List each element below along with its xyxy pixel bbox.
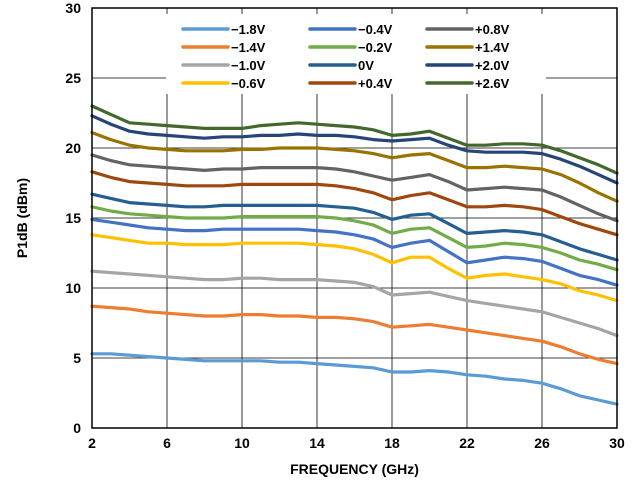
y-tick-label: 20 [65,140,81,156]
legend-label: +1.4V [475,40,510,55]
series-line [90,352,619,406]
legend-background [166,14,546,94]
x-tick-label: 22 [459,435,475,451]
x-tick-labels: 2 6 10 14 18 22 26 30 [88,435,625,451]
legend-label: 0V [358,58,374,73]
series-line [90,217,619,287]
plot-border [91,7,618,429]
legend-label: +0.8V [475,22,510,37]
series-line [90,304,619,366]
legend-label: −0.6V [231,76,266,91]
legend-label: +2.6V [475,76,510,91]
legend-label: −1.8V [231,22,266,37]
legend-label: +2.0V [475,58,510,73]
legend-label: +0.4V [358,76,393,91]
y-tick-label: 30 [65,0,81,16]
series-line [90,233,619,303]
x-tick-label: 14 [309,435,325,451]
x-axis-title: FREQUENCY (GHz) [290,461,419,477]
legend: −1.8V −1.4V −1.0V −0.6V −0.4V −0.2V 0V +0.4V +0.… [166,14,546,94]
legend-label: −1.0V [231,58,266,73]
x-tick-label: 30 [609,435,625,451]
y-tick-label: 0 [73,420,81,436]
x-tick-label: 10 [234,435,250,451]
series-line [90,192,619,262]
y-tick-label: 10 [65,280,81,296]
series-line [90,153,619,223]
series-line [90,104,619,175]
y-axis-title: P1dB (dBm) [14,178,30,258]
x-tick-label: 26 [534,435,550,451]
series-line [90,114,619,185]
x-tick-label: 6 [163,435,171,451]
y-tick-label: 5 [73,350,81,366]
series-line [90,205,619,272]
legend-label: −0.2V [358,40,393,55]
series-line [90,131,619,203]
y-tick-label: 15 [65,210,81,226]
y-tick-label: 25 [65,70,81,86]
series-line [90,269,619,338]
legend-label: −0.4V [358,22,393,37]
series-lines [90,104,619,406]
series-line [90,170,619,237]
x-tick-label: 2 [88,435,96,451]
x-tick-label: 18 [384,435,400,451]
legend-label: −1.4V [231,40,266,55]
y-tick-labels: 0 5 10 15 20 25 30 [65,0,81,436]
